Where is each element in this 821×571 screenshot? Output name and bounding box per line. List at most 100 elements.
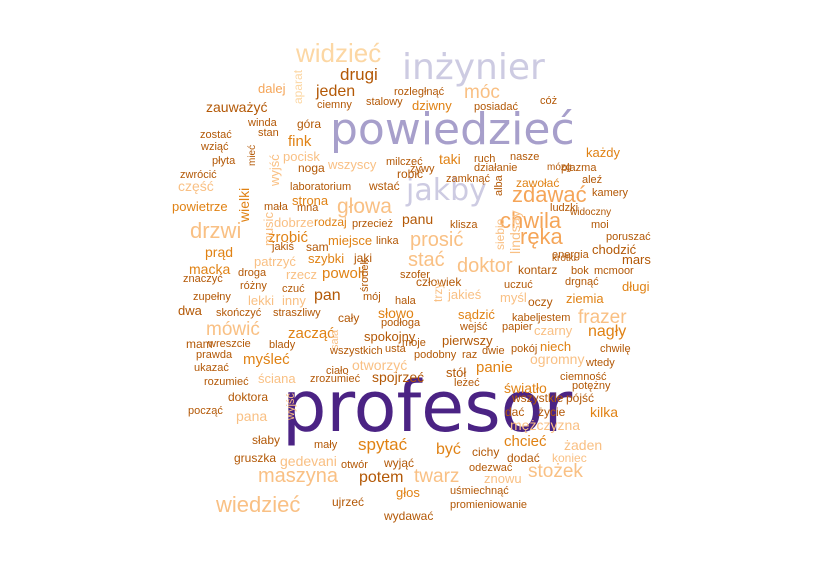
- word: koniec: [552, 451, 587, 465]
- word: szofer: [400, 269, 430, 281]
- word: jaki: [354, 251, 373, 265]
- word: otworzyć: [352, 357, 408, 373]
- word: głos: [396, 485, 420, 500]
- word: inny: [282, 293, 306, 308]
- word: żywy: [410, 163, 435, 175]
- word: blady: [269, 339, 296, 351]
- word: wyjść: [285, 393, 297, 420]
- word: ciało: [326, 365, 349, 377]
- word: zostać: [200, 129, 232, 141]
- word: kontarz: [518, 263, 558, 277]
- word: hala: [395, 295, 416, 307]
- word: mars: [622, 252, 651, 267]
- word: zwrócić: [180, 169, 217, 181]
- word: klisza: [450, 219, 478, 231]
- word: spokojny: [364, 329, 416, 344]
- word: skończyć: [216, 307, 262, 319]
- word: długi: [622, 279, 650, 294]
- word: cóż: [540, 95, 558, 107]
- word: promieniowanie: [450, 499, 528, 511]
- word: dwa: [178, 303, 202, 318]
- word: płyta: [212, 155, 236, 167]
- word: być: [436, 441, 461, 458]
- word: sądzić: [458, 307, 495, 322]
- word: pokój: [511, 343, 538, 355]
- word: papier: [502, 321, 533, 333]
- word: stożek: [528, 461, 583, 482]
- word: moje: [402, 337, 426, 349]
- word: niech: [540, 339, 572, 354]
- word: dobrze: [274, 215, 314, 230]
- word: chcieć: [504, 433, 547, 450]
- word: moi: [591, 219, 609, 231]
- word: drugi: [340, 65, 378, 84]
- word: spojrzeć: [372, 369, 425, 385]
- word: mały: [314, 439, 338, 451]
- word: mieć: [247, 144, 258, 166]
- word: taki: [439, 151, 461, 167]
- word: myśl: [500, 290, 527, 305]
- word: wielki: [236, 187, 252, 222]
- word: potężny: [572, 380, 611, 392]
- word: pójść: [566, 391, 595, 405]
- word: zdawać: [512, 182, 587, 207]
- word: raz: [462, 349, 478, 361]
- word: mój: [363, 291, 381, 303]
- word: chwila: [500, 208, 562, 233]
- word: szybki: [308, 251, 345, 266]
- word: otwór: [341, 459, 368, 471]
- word: twarz: [414, 466, 460, 487]
- word: stać: [408, 249, 445, 271]
- word: patrzyć: [254, 254, 296, 269]
- word: aleź: [582, 174, 603, 186]
- word: powietrze: [172, 199, 228, 214]
- word: wreszcie: [208, 338, 251, 350]
- word: siebie: [493, 218, 507, 250]
- word: ściana: [258, 371, 296, 386]
- word: pocisk: [283, 149, 320, 164]
- word: ziemia: [566, 291, 604, 306]
- word: mam: [186, 337, 213, 351]
- word: doktor: [457, 255, 513, 277]
- word: dodać: [507, 451, 540, 465]
- word: sam: [306, 240, 329, 254]
- word: ruch: [474, 153, 496, 165]
- word: znaczyć: [183, 273, 223, 285]
- word: rodzaj: [314, 215, 347, 229]
- word: mała: [264, 201, 288, 213]
- word: wziąć: [201, 141, 229, 153]
- word: plazma: [561, 162, 597, 174]
- word: krótki: [552, 253, 576, 264]
- word: podłoga: [381, 317, 421, 329]
- word: mcmoor: [594, 265, 634, 277]
- word: zacząć: [288, 325, 335, 342]
- word: laboratorium: [290, 181, 352, 193]
- word: jestem: [538, 312, 571, 324]
- word: przecież: [352, 218, 393, 230]
- word: aparat: [291, 69, 305, 104]
- word: człowiek: [416, 275, 462, 289]
- word: stalowy: [366, 96, 403, 108]
- word: doktora: [228, 390, 269, 404]
- word: mężczyzna: [510, 417, 581, 433]
- word: straszliwy: [273, 307, 321, 319]
- word: trzy: [431, 282, 445, 302]
- word: alba: [493, 175, 505, 196]
- word: każdy: [586, 145, 620, 160]
- word: środek: [359, 258, 371, 292]
- word: kabel: [512, 312, 539, 324]
- word: wtedy: [586, 357, 615, 369]
- word: zupełny: [193, 291, 231, 303]
- word: robić: [397, 167, 424, 181]
- word: maszyna: [258, 465, 339, 487]
- word: noga: [298, 161, 325, 175]
- word: chwilę: [600, 343, 631, 355]
- word: wyjść: [267, 154, 282, 186]
- word: móc: [464, 82, 500, 103]
- word: ogromny: [530, 351, 585, 367]
- word: dać: [505, 405, 525, 419]
- word: profesor: [282, 366, 573, 448]
- word: jeden: [316, 83, 356, 100]
- word: gedevani: [280, 453, 337, 469]
- word: miejsce: [328, 233, 373, 248]
